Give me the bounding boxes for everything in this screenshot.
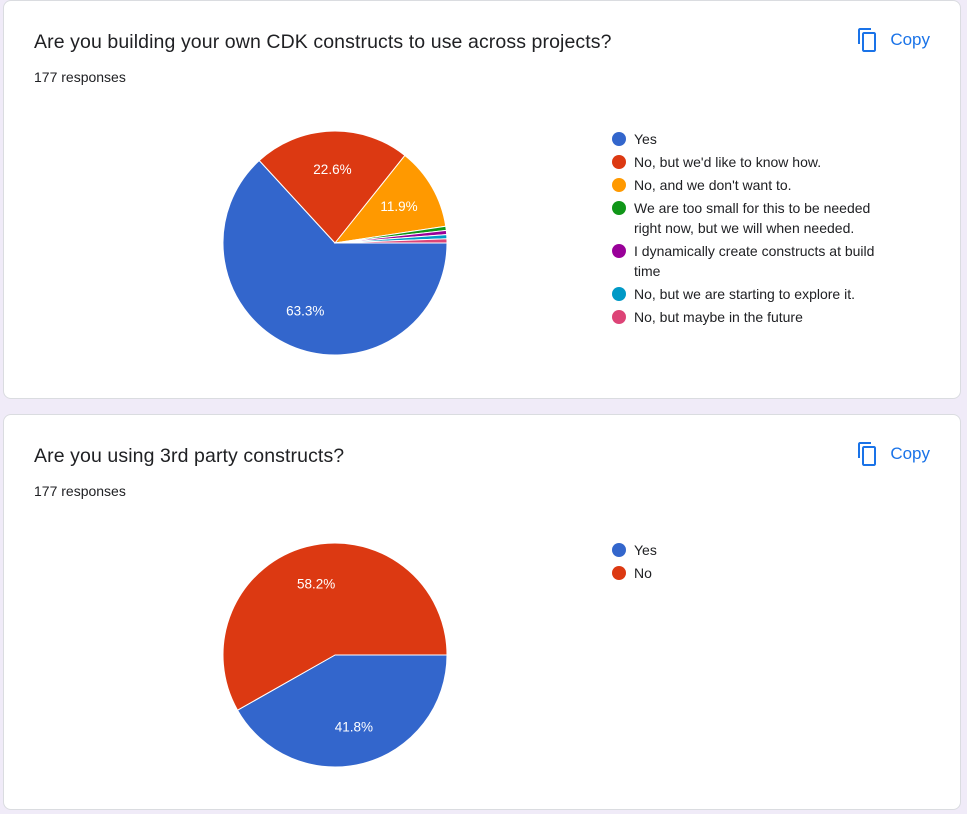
legend-label: No [634, 565, 652, 581]
pie-slice[interactable] [258, 130, 406, 244]
legend-swatch [612, 132, 626, 146]
slice-data-label: 11.9% [380, 199, 417, 214]
slice-data-label: 41.8% [335, 719, 373, 734]
question-title: Are you using 3rd party constructs? [34, 445, 345, 467]
legend-swatch [612, 244, 626, 258]
copy-chart-button[interactable]: Copy [856, 27, 930, 53]
legend-item[interactable]: No, but maybe in the future [612, 307, 912, 327]
chart-legend: Yes No [612, 540, 912, 586]
legend-item[interactable]: I dynamically create constructs at build… [612, 241, 912, 281]
slice-data-label: 22.6% [313, 162, 351, 177]
legend-item[interactable]: Yes [612, 540, 912, 560]
chart-legend: Yes No, but we'd like to know how. No, and… [612, 129, 912, 330]
response-count: 177 responses [34, 483, 126, 499]
legend-item[interactable]: No, and we don't want to. [612, 175, 912, 195]
copy-label: Copy [890, 30, 930, 49]
legend-swatch [612, 178, 626, 192]
legend-label: No, but maybe in the future [634, 309, 803, 325]
legend-item[interactable]: We are too small for this to be needed r… [612, 198, 912, 238]
legend-label: No, but we are starting to explore it. [634, 286, 855, 302]
pie-slice[interactable] [334, 238, 448, 244]
legend-swatch [612, 287, 626, 301]
legend-swatch [612, 543, 626, 557]
question-card-1: Are you building your own CDK constructs… [3, 0, 961, 399]
copy-label: Copy [890, 444, 930, 463]
legend-label: We are too small for this to be needed r… [634, 200, 871, 236]
legend-label: I dynamically create constructs at build… [634, 243, 875, 279]
pie-chart: 63.3% 22.6% 11.9% [222, 130, 448, 356]
slice-data-label: 63.3% [286, 304, 324, 319]
legend-label: Yes [634, 542, 657, 558]
copy-icon [856, 441, 878, 467]
pie-slice[interactable] [236, 654, 448, 768]
pie-slice[interactable] [222, 159, 448, 356]
legend-label: Yes [634, 131, 657, 147]
legend-label: No, but we'd like to know how. [634, 154, 822, 170]
pie-slice[interactable] [222, 542, 448, 711]
legend-item[interactable]: No, but we are starting to explore it. [612, 284, 912, 304]
legend-swatch [612, 155, 626, 169]
legend-item[interactable]: Yes [612, 129, 912, 149]
pie-slice[interactable] [333, 154, 447, 244]
copy-chart-button[interactable]: Copy [856, 441, 930, 467]
legend-label: No, and we don't want to. [634, 177, 792, 193]
question-title: Are you building your own CDK constructs… [34, 31, 612, 53]
response-count: 177 responses [34, 69, 126, 85]
legend-swatch [612, 201, 626, 215]
copy-icon [856, 27, 878, 53]
question-card-2: Are you using 3rd party constructs? 177 … [3, 414, 961, 810]
slice-data-label: 58.2% [297, 577, 335, 592]
legend-swatch [612, 566, 626, 580]
legend-item[interactable]: No [612, 563, 912, 583]
legend-item[interactable]: No, but we'd like to know how. [612, 152, 912, 172]
pie-chart: 41.8% 58.2% [222, 542, 448, 768]
legend-swatch [612, 310, 626, 324]
